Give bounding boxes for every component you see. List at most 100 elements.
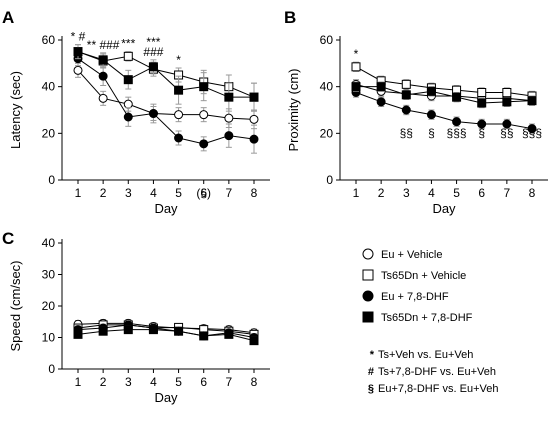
significance-marker: * (354, 47, 359, 61)
data-point (123, 99, 133, 109)
data-point (73, 65, 83, 75)
data-point (401, 79, 411, 89)
legend: Eu + Vehicle Ts65Dn + Vehicle Eu + 7,8-DHF… (362, 248, 473, 324)
data-point (452, 92, 462, 102)
significance-marker: *** (146, 35, 160, 49)
data-point (224, 113, 234, 123)
y-tick-label: 60 (320, 33, 334, 47)
x-tick-label: 3 (403, 186, 410, 200)
data-point (148, 109, 158, 118)
data-point (249, 336, 259, 346)
x-axis-label: Day (154, 201, 178, 216)
x-tick-label: 4 (150, 375, 157, 389)
data-point (351, 82, 361, 92)
data-point (174, 326, 184, 336)
data-point (477, 88, 487, 97)
significance-marker: §§§ (522, 126, 542, 140)
x-tick-label: 6 (200, 375, 207, 389)
key-text: Eu+7,8-DHF vs. Eu+Veh (378, 383, 498, 395)
x-tick-label: 7 (226, 186, 233, 200)
data-point (123, 325, 133, 335)
data-point (452, 117, 462, 127)
y-tick-label: 30 (42, 268, 56, 282)
significance-marker: *** (121, 37, 135, 51)
key-text: Ts+7,8-DHF vs. Eu+Veh (378, 366, 496, 378)
x-tick-label: 5 (175, 375, 182, 389)
y-tick-label: 0 (326, 173, 333, 187)
x-tick-label: 8 (529, 186, 536, 200)
data-point (376, 97, 386, 107)
y-tick-label: 60 (42, 33, 56, 47)
x-tick-label: 2 (100, 186, 107, 200)
data-point (527, 124, 537, 134)
x-tick-label: 5 (175, 186, 182, 200)
x-tick-label: 8 (251, 186, 258, 200)
y-tick-label: 20 (320, 126, 334, 140)
data-point (502, 119, 512, 129)
y-axis-label: Proximity (cm) (286, 68, 301, 151)
x-tick-label: 5 (453, 186, 460, 200)
data-point (199, 331, 209, 341)
key-text: Ts+Veh vs. Eu+Veh (378, 349, 473, 361)
panel-a: A 0 20 40 60 1 2 3 4 5 6 7 8 Day Latency (sec) * #** ##… (2, 8, 270, 216)
data-point (249, 114, 259, 124)
key-symbol: * (370, 349, 375, 361)
data-point (174, 110, 184, 120)
data-point (199, 82, 209, 92)
data-point (426, 86, 436, 96)
data-point (123, 75, 133, 85)
y-tick-label: 40 (42, 80, 56, 94)
x-tick-label: 7 (504, 186, 511, 200)
data-point (73, 329, 83, 339)
data-point (174, 85, 184, 95)
x-tick-label: 8 (251, 375, 258, 389)
x-tick-label: 1 (75, 375, 82, 389)
legend-marker (362, 248, 374, 260)
data-point (502, 88, 512, 97)
data-point (148, 325, 158, 335)
y-tick-label: 20 (42, 299, 56, 313)
data-point (123, 51, 133, 61)
data-point (249, 134, 259, 144)
data-point (477, 98, 487, 108)
x-tick-label: 6 (478, 186, 485, 200)
series-ts65dn-7-8-dhf (351, 81, 537, 109)
significance-marker: (§) (196, 186, 211, 200)
legend-marker (362, 311, 374, 323)
legend-label: Ts65Dn + 7,8-DHF (381, 312, 473, 324)
data-point (199, 110, 209, 120)
significance-marker: ### (143, 45, 163, 59)
y-tick-label: 0 (48, 173, 55, 187)
panel-label: A (2, 8, 14, 27)
series-eu-7-8-dhf (351, 87, 537, 134)
data-point (376, 82, 386, 92)
panel-label: B (284, 8, 296, 27)
x-tick-label: 2 (378, 186, 385, 200)
data-point (351, 62, 361, 72)
data-point (224, 131, 234, 141)
key-symbol: # (368, 366, 374, 378)
data-point (148, 62, 158, 72)
data-point (477, 119, 487, 129)
legend-label: Eu + 7,8-DHF (381, 291, 449, 303)
x-tick-label: 7 (226, 375, 233, 389)
data-point (98, 55, 108, 65)
x-tick-label: 1 (353, 186, 360, 200)
data-point (73, 47, 83, 57)
significance-marker: * (176, 53, 181, 67)
x-tick-label: 2 (100, 375, 107, 389)
legend-label: Ts65Dn + Vehicle (381, 270, 466, 282)
data-point (98, 93, 108, 103)
panel-label: C (2, 229, 14, 248)
data-point (98, 71, 108, 81)
data-point (199, 139, 209, 149)
data-point (224, 329, 234, 339)
y-tick-label: 40 (320, 80, 334, 94)
data-point (98, 326, 108, 336)
x-tick-label: 4 (150, 186, 157, 200)
y-axis-label: Latency (sec) (8, 71, 23, 149)
x-tick-label: 1 (75, 186, 82, 200)
data-point (502, 97, 512, 107)
legend-marker (362, 269, 374, 281)
